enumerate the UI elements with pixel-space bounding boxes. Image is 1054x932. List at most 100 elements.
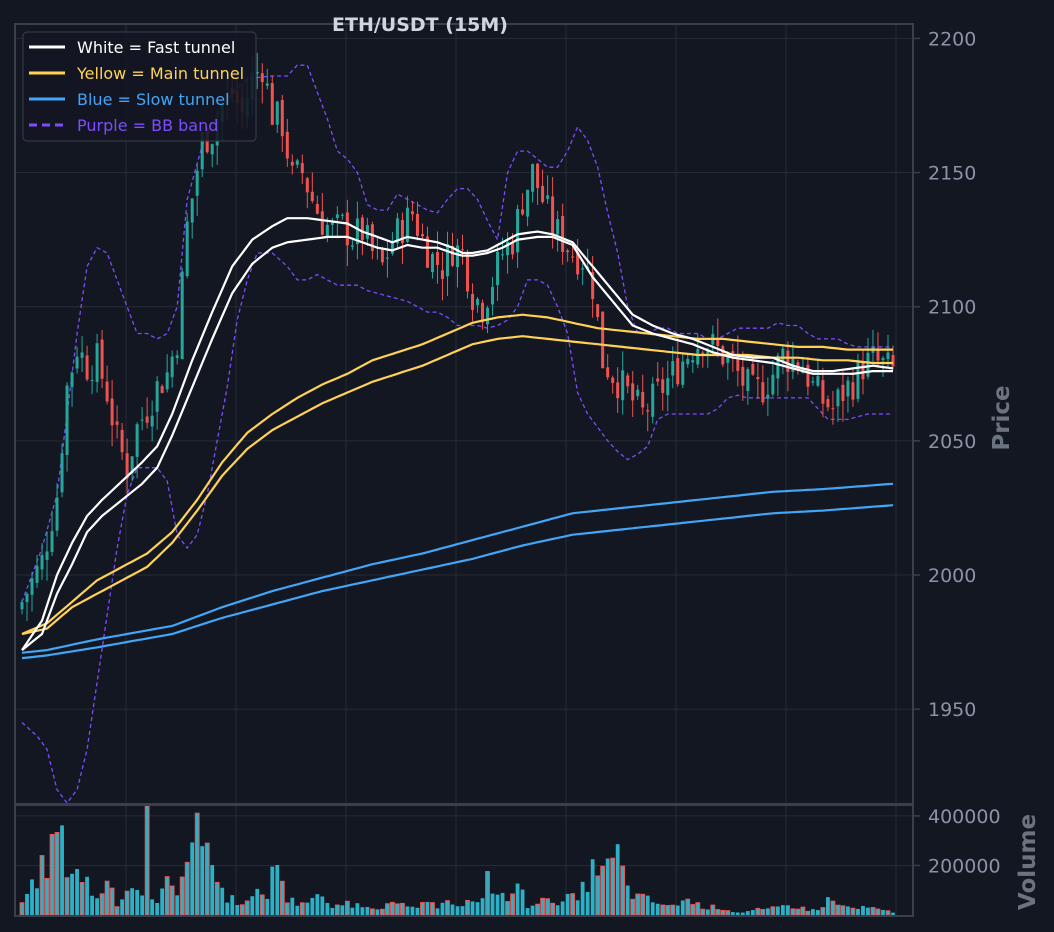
volume-bar <box>395 903 400 916</box>
volume-bar <box>585 891 590 915</box>
volume-bar <box>770 906 776 916</box>
volume-bar <box>284 902 290 916</box>
fast-tunnel-upper <box>21 217 894 651</box>
volume-bar <box>104 880 110 916</box>
volume-bar <box>755 907 761 916</box>
volume-bar <box>640 893 646 916</box>
volume-bar <box>510 893 515 916</box>
candle-body <box>551 196 555 234</box>
volume-bar <box>275 864 280 915</box>
candle-body <box>75 356 79 369</box>
volume-bar <box>765 908 770 915</box>
volume-bar <box>730 912 735 915</box>
volume-bar <box>670 904 676 916</box>
volume-bar <box>30 879 34 915</box>
volume-bar <box>370 908 375 916</box>
volume-bar <box>425 901 430 915</box>
candle-body <box>466 252 470 292</box>
candle-body <box>831 408 835 410</box>
candle-body <box>856 360 860 399</box>
volume-bar <box>25 893 29 915</box>
volume-bar <box>740 912 745 915</box>
bb-upper-line <box>21 64 893 603</box>
volume-bar <box>39 855 45 916</box>
volume-bar <box>790 908 796 916</box>
candle-body <box>756 376 760 380</box>
volume-bar <box>525 908 530 915</box>
candle-body <box>365 224 369 239</box>
volume-bar <box>265 898 270 915</box>
candle-body <box>836 389 840 407</box>
volume-bar <box>175 895 180 915</box>
volume-bar <box>99 893 105 916</box>
volume-bar <box>690 904 696 916</box>
candle-body <box>476 298 480 306</box>
candle-body <box>651 383 655 417</box>
tunnels <box>21 217 894 660</box>
volume-bar <box>340 905 345 915</box>
volume-bar <box>545 898 551 916</box>
legend-label: Yellow = Main tunnel <box>76 64 244 83</box>
candle-body <box>561 215 565 253</box>
volume-bar <box>700 908 706 916</box>
candle-body <box>20 602 24 610</box>
price-grid <box>16 25 912 803</box>
volume-bar <box>160 888 165 915</box>
volume-bar <box>725 910 731 916</box>
volume-bar <box>435 908 440 915</box>
volume-bar <box>846 906 850 915</box>
candle-body <box>270 83 274 125</box>
candle-body <box>691 360 695 363</box>
volume-bar <box>835 904 841 916</box>
candle-body <box>195 170 199 196</box>
volume-bar <box>630 898 636 916</box>
candle-body <box>280 99 284 137</box>
volume-bar <box>405 906 410 915</box>
candle-body <box>40 555 44 570</box>
volume-bar <box>85 876 89 915</box>
volume-bar <box>385 903 390 916</box>
volume-bar <box>775 906 780 915</box>
candle-body <box>751 363 755 375</box>
candle-body <box>255 71 259 74</box>
candle-body <box>440 270 444 279</box>
candle-body <box>80 352 84 358</box>
volume-bar <box>320 896 325 915</box>
candle-body <box>616 382 620 399</box>
candle-body <box>746 369 750 392</box>
candle-body <box>571 256 575 258</box>
volume-bar <box>560 901 565 915</box>
candle-body <box>315 203 319 214</box>
volume-bar <box>455 906 460 915</box>
volume-bar <box>70 873 74 915</box>
candle-body <box>876 350 880 361</box>
volume-bar <box>500 892 505 915</box>
candlesticks <box>20 52 895 621</box>
price-tick-label: 1950 <box>928 699 976 721</box>
candle-body <box>841 384 845 401</box>
candle-body <box>806 364 810 387</box>
candle-body <box>516 208 520 253</box>
candle-body <box>310 191 314 202</box>
volume-bar <box>645 895 650 915</box>
candle-body <box>150 415 154 427</box>
legend-label: White = Fast tunnel <box>77 38 235 57</box>
volume-bar <box>49 833 55 916</box>
candle-body <box>175 355 179 359</box>
candle-body <box>95 343 99 382</box>
candle-body <box>210 144 214 155</box>
price-axis: 1950 2000 2050 2100 2150 2200 <box>913 28 976 721</box>
volume-bar <box>150 899 155 915</box>
volume-bar <box>60 825 64 915</box>
candle-body <box>736 354 740 371</box>
candle-body <box>355 218 359 245</box>
volume-bar <box>695 902 701 916</box>
candle-body <box>55 497 59 531</box>
volume-bar <box>360 907 365 915</box>
candle-body <box>696 348 700 365</box>
volume-bar <box>315 894 320 915</box>
volume-bar <box>279 880 285 916</box>
candle-body <box>526 189 530 217</box>
